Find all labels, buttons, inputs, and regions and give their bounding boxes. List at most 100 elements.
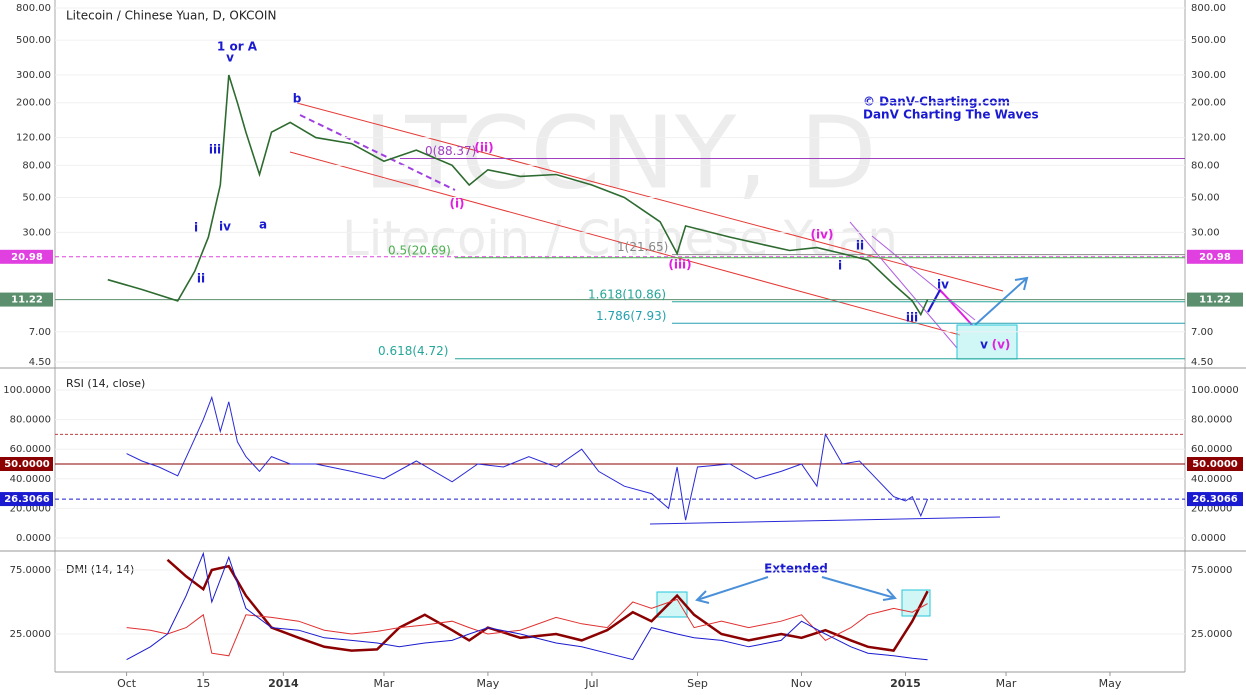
x-tick-label: Jul <box>584 677 598 690</box>
x-tick-label: Oct <box>117 677 137 690</box>
y-tick-label: 4.50 <box>1191 357 1213 368</box>
badge <box>1187 249 1243 264</box>
y-tick-label: 100.0000 <box>3 385 51 396</box>
wave-label: (v) <box>992 338 1011 352</box>
y-tick-label: 200.00 <box>16 98 51 109</box>
fib-label: 0.5(20.69) <box>388 243 451 257</box>
x-tick-label: 2014 <box>268 677 299 690</box>
arrow-head <box>882 588 897 601</box>
chart-title: Litecoin / Chinese Yuan, D, OKCOIN <box>66 9 276 23</box>
badge-label: 11.22 <box>1199 295 1231 306</box>
badge <box>0 249 53 264</box>
y-tick-label: 0.0000 <box>1191 533 1226 544</box>
x-tick-label: Mar <box>374 677 395 690</box>
series-line <box>166 558 929 652</box>
wave-label: a <box>259 218 267 232</box>
y-tick-label: 75.0000 <box>1191 565 1232 576</box>
arrow-head <box>695 590 710 604</box>
y-tick-label: 0.0000 <box>16 533 51 544</box>
y-tick-label: 80.00 <box>22 160 51 171</box>
y-tick-label: 80.0000 <box>1191 415 1232 426</box>
series-line <box>126 598 928 657</box>
y-tick-label: 120.00 <box>1191 133 1226 144</box>
wave-label: iv <box>219 220 231 234</box>
badge-label: 50.0000 <box>1192 459 1238 470</box>
fib-label: 0.618(4.72) <box>378 344 448 358</box>
badge-label: 26.3066 <box>1192 494 1238 505</box>
y-tick-label: 75.0000 <box>10 565 51 576</box>
y-tick-label: 20.0000 <box>1191 503 1232 514</box>
y-tick-label: 7.00 <box>1191 327 1213 338</box>
fib-label: 0(88.37) <box>425 144 476 158</box>
y-tick-label: 25.0000 <box>1191 629 1232 640</box>
badge <box>0 492 53 507</box>
y-tick-label: 500.00 <box>1191 35 1226 46</box>
wave-label: 1 or A <box>217 40 258 54</box>
projection <box>927 289 941 313</box>
fib-label: 1.786(7.93) <box>596 309 666 323</box>
credit: DanV Charting The Waves <box>863 108 1039 122</box>
y-tick-label: 80.0000 <box>10 415 51 426</box>
x-tick-label: May <box>1099 677 1122 690</box>
fib-label: 1(21.65) <box>617 240 668 254</box>
wave-label: i <box>838 259 842 273</box>
y-tick-label: 500.00 <box>16 35 51 46</box>
pane-title: RSI (14, close) <box>66 377 145 390</box>
wave-label: i <box>194 221 198 235</box>
y-tick-label: 800.00 <box>1191 3 1226 14</box>
fib-label: 1.618(10.86) <box>588 287 666 301</box>
dashed-trend <box>299 114 456 191</box>
x-tick-label: Mar <box>996 677 1017 690</box>
badge <box>1187 492 1243 507</box>
y-tick-label: 200.00 <box>1191 98 1226 109</box>
watermark-symbol: LTCCNY, D <box>363 94 876 211</box>
arrow <box>821 576 896 599</box>
arrow <box>696 576 769 601</box>
badge <box>1187 292 1243 307</box>
y-tick-label: 40.0000 <box>1191 474 1232 485</box>
wave-label: (iv) <box>811 228 834 242</box>
x-tick-label: Sep <box>687 677 708 690</box>
y-tick-label: 30.00 <box>1191 227 1220 238</box>
y-tick-label: 300.00 <box>1191 70 1226 81</box>
wedge-line <box>849 221 958 349</box>
y-tick-label: 20.0000 <box>10 503 51 514</box>
channel-line <box>289 151 961 336</box>
arrow-head <box>1014 276 1029 291</box>
y-tick-label: 300.00 <box>16 70 51 81</box>
wave-label: (i) <box>449 197 464 211</box>
x-tick-label: Nov <box>791 677 813 690</box>
series-line <box>107 74 929 317</box>
wave-label: b <box>293 92 302 106</box>
y-tick-label: 25.0000 <box>10 629 51 640</box>
wave-label: ii <box>856 239 864 253</box>
credit: © DanV-Charting.com <box>863 95 1010 109</box>
y-tick-label: 4.50 <box>29 357 51 368</box>
wedge-line <box>871 235 976 321</box>
drawings <box>289 102 1029 618</box>
y-tick-label: 120.00 <box>16 133 51 144</box>
wave-label: iii <box>209 143 221 157</box>
y-tick-label: 30.00 <box>22 227 51 238</box>
badge-label: 20.98 <box>11 252 43 263</box>
x-tick-label: 15 <box>196 677 210 690</box>
rsi-trendline <box>649 516 1001 525</box>
y-tick-label: 50.00 <box>1191 192 1220 203</box>
x-tick-label: 2015 <box>890 677 921 690</box>
y-tick-label: 800.00 <box>16 3 51 14</box>
wave-label: v <box>980 338 988 352</box>
wave-label: v <box>226 51 234 65</box>
y-tick-label: 60.0000 <box>1191 444 1232 455</box>
wave-label: ii <box>197 272 205 286</box>
y-tick-label: 7.00 <box>29 327 51 338</box>
series-line <box>126 551 928 661</box>
badge-label: 11.22 <box>11 295 43 306</box>
badge <box>1187 457 1243 471</box>
badge-label: 50.0000 <box>4 459 50 470</box>
wave-label: (iii) <box>668 258 691 272</box>
y-tick-label: 80.00 <box>1191 160 1220 171</box>
wave-label: iii <box>906 311 918 325</box>
y-tick-label: 50.00 <box>22 192 51 203</box>
y-tick-label: 40.0000 <box>10 474 51 485</box>
